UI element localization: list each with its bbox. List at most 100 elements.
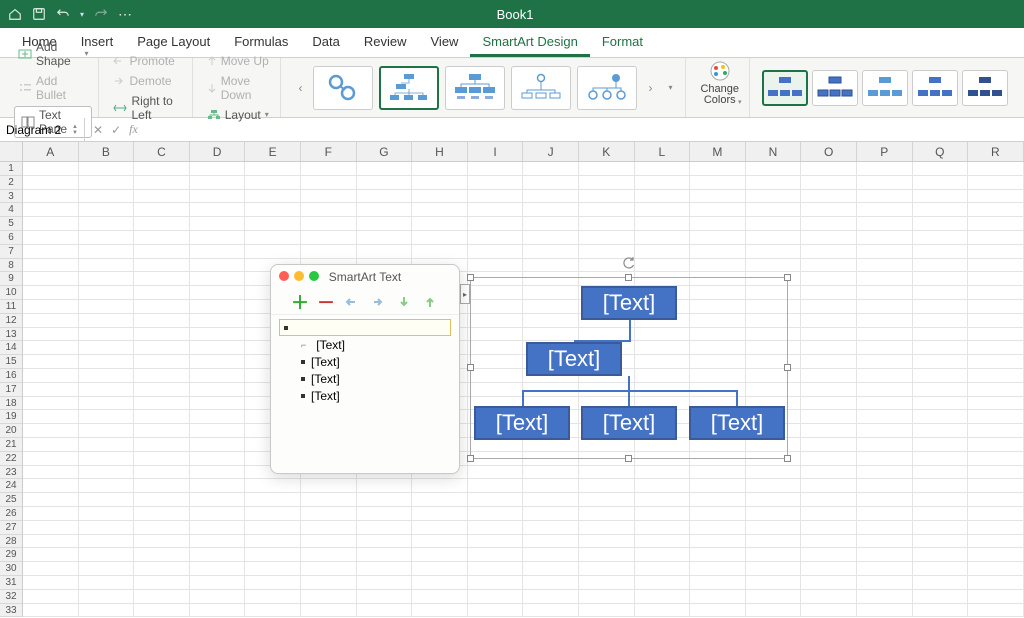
cell[interactable] bbox=[968, 217, 1024, 231]
cell[interactable] bbox=[690, 466, 746, 480]
gallery-next-icon[interactable]: › bbox=[643, 81, 657, 95]
cell[interactable] bbox=[746, 259, 802, 273]
cell[interactable] bbox=[913, 521, 969, 535]
cell[interactable] bbox=[913, 300, 969, 314]
cell[interactable] bbox=[801, 410, 857, 424]
layout-option-1[interactable] bbox=[313, 66, 373, 110]
cell[interactable] bbox=[857, 438, 913, 452]
style-option-4[interactable] bbox=[912, 70, 958, 106]
add-item-icon[interactable]: ＋ bbox=[292, 294, 308, 310]
cell[interactable] bbox=[23, 272, 79, 286]
cell[interactable] bbox=[801, 507, 857, 521]
cell[interactable] bbox=[23, 286, 79, 300]
cell[interactable] bbox=[190, 590, 246, 604]
cell[interactable] bbox=[23, 176, 79, 190]
row-header[interactable]: 7 bbox=[0, 245, 23, 259]
cell[interactable] bbox=[523, 548, 579, 562]
cell[interactable] bbox=[635, 190, 691, 204]
cell[interactable] bbox=[23, 397, 79, 411]
cell[interactable] bbox=[579, 203, 635, 217]
cell[interactable] bbox=[23, 231, 79, 245]
change-colors-button[interactable]: Change Colors ▾ bbox=[690, 58, 750, 117]
cell[interactable] bbox=[746, 590, 802, 604]
cell[interactable] bbox=[190, 507, 246, 521]
indent-icon[interactable] bbox=[370, 294, 386, 310]
cell[interactable] bbox=[801, 466, 857, 480]
row-header[interactable]: 18 bbox=[0, 397, 23, 411]
resize-handle[interactable] bbox=[467, 274, 474, 281]
cell[interactable] bbox=[801, 286, 857, 300]
cell[interactable] bbox=[913, 341, 969, 355]
cell[interactable] bbox=[190, 328, 246, 342]
cell[interactable] bbox=[134, 369, 190, 383]
cell[interactable] bbox=[913, 272, 969, 286]
cell[interactable] bbox=[523, 259, 579, 273]
layout-option-3[interactable] bbox=[445, 66, 505, 110]
cell[interactable] bbox=[523, 217, 579, 231]
column-header[interactable]: K bbox=[579, 142, 635, 161]
cell[interactable] bbox=[579, 190, 635, 204]
cell[interactable] bbox=[579, 466, 635, 480]
cell[interactable] bbox=[357, 507, 413, 521]
cell[interactable] bbox=[523, 245, 579, 259]
cell[interactable] bbox=[801, 231, 857, 245]
cell[interactable] bbox=[968, 355, 1024, 369]
cell[interactable] bbox=[523, 576, 579, 590]
gallery-more-icon[interactable]: ▾ bbox=[663, 84, 677, 91]
cell[interactable] bbox=[79, 562, 135, 576]
cell[interactable] bbox=[23, 369, 79, 383]
cell[interactable] bbox=[857, 562, 913, 576]
cell[interactable] bbox=[134, 452, 190, 466]
cell[interactable] bbox=[412, 493, 468, 507]
cell[interactable] bbox=[79, 245, 135, 259]
cell[interactable] bbox=[913, 590, 969, 604]
cell[interactable] bbox=[690, 217, 746, 231]
row-header[interactable]: 19 bbox=[0, 410, 23, 424]
cell[interactable] bbox=[968, 438, 1024, 452]
cell[interactable] bbox=[690, 493, 746, 507]
cell[interactable] bbox=[690, 590, 746, 604]
cell[interactable] bbox=[746, 466, 802, 480]
cell[interactable] bbox=[468, 521, 524, 535]
row-header[interactable]: 12 bbox=[0, 314, 23, 328]
cell[interactable] bbox=[857, 576, 913, 590]
tab-view[interactable]: View bbox=[419, 27, 471, 57]
cell[interactable] bbox=[23, 190, 79, 204]
text-pane-item[interactable]: [Text] bbox=[297, 387, 451, 404]
cell[interactable] bbox=[801, 521, 857, 535]
column-header[interactable]: M bbox=[690, 142, 746, 161]
resize-handle[interactable] bbox=[784, 364, 791, 371]
cell[interactable] bbox=[468, 604, 524, 618]
cell[interactable] bbox=[23, 562, 79, 576]
cell[interactable] bbox=[412, 590, 468, 604]
cell[interactable] bbox=[79, 424, 135, 438]
cell[interactable] bbox=[746, 562, 802, 576]
cell[interactable] bbox=[190, 245, 246, 259]
cell[interactable] bbox=[412, 521, 468, 535]
row-header[interactable]: 30 bbox=[0, 562, 23, 576]
cell[interactable] bbox=[79, 397, 135, 411]
column-header[interactable]: I bbox=[468, 142, 524, 161]
cell[interactable] bbox=[968, 576, 1024, 590]
cell[interactable] bbox=[468, 217, 524, 231]
cell[interactable] bbox=[190, 410, 246, 424]
cell[interactable] bbox=[913, 604, 969, 618]
column-header[interactable]: A bbox=[23, 142, 79, 161]
cell[interactable] bbox=[801, 535, 857, 549]
cell[interactable] bbox=[412, 162, 468, 176]
cell[interactable] bbox=[190, 355, 246, 369]
cell[interactable] bbox=[245, 217, 301, 231]
cell[interactable] bbox=[913, 493, 969, 507]
cell[interactable] bbox=[23, 521, 79, 535]
undo-icon[interactable] bbox=[56, 7, 70, 21]
cell[interactable] bbox=[412, 245, 468, 259]
cell[interactable] bbox=[968, 231, 1024, 245]
resize-handle[interactable] bbox=[467, 455, 474, 462]
cell[interactable] bbox=[635, 521, 691, 535]
text-pane-list[interactable]: [Text][Text][Text][Text] bbox=[271, 315, 459, 408]
cell[interactable] bbox=[190, 231, 246, 245]
cell[interactable] bbox=[801, 272, 857, 286]
cell[interactable] bbox=[746, 576, 802, 590]
cell[interactable] bbox=[857, 203, 913, 217]
row-header[interactable]: 25 bbox=[0, 493, 23, 507]
